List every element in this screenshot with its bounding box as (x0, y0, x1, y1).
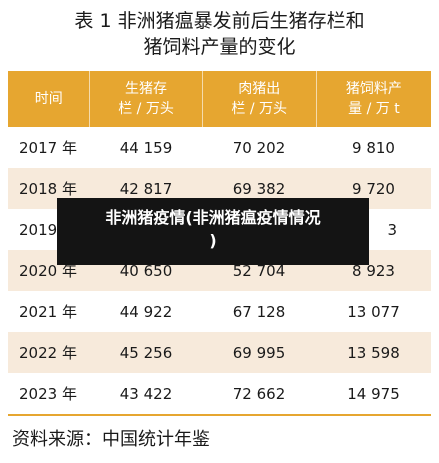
cell-hog-inventory: 43 422 (119, 384, 173, 403)
table-row: 2021 年 44 922 67 128 13 077 (8, 291, 431, 332)
cell-year: 2022 年 (19, 344, 77, 362)
header-time: 时间 (8, 71, 89, 127)
cell-hog-inventory: 45 256 (119, 343, 173, 362)
cell-year: 2019 (19, 220, 58, 239)
cell-feed-output: 8 923 (352, 261, 395, 280)
cell-feed-output: 13 077 (347, 302, 400, 321)
cell-hog-inventory: 44 922 (119, 302, 173, 321)
header-hog-inventory-line-2: 栏 / 万头 (118, 101, 174, 117)
table-bottom-rule (8, 414, 431, 416)
table-row: 2017 年 44 159 70 202 9 810 (8, 127, 431, 168)
cell-slaughter: 69 382 (232, 179, 286, 198)
header-slaughter-line-2: 栏 / 万头 (231, 101, 288, 117)
cell-year: 2023 年 (19, 385, 77, 403)
cell-slaughter: 70 202 (232, 138, 286, 157)
cell-feed-output: 14 975 (347, 384, 400, 403)
cell-year: 2021 年 (19, 303, 77, 321)
cell-slaughter: 72 662 (232, 384, 286, 403)
header-time-label: 时间 (34, 91, 63, 107)
cell-feed-output: 3 (387, 220, 397, 239)
header-feed-output: 猪饲料产 量 / 万 t (315, 71, 431, 127)
header-slaughter: 肉猪出 栏 / 万头 (201, 71, 316, 127)
table-row: 2023 年 43 422 72 662 14 975 (8, 373, 431, 414)
header-slaughter-line-1: 肉猪出 (238, 81, 281, 97)
header-feed-output-line-1: 猪饲料产 (345, 81, 402, 97)
source-note: 资料来源：中国统计年鉴 (12, 429, 210, 450)
caption-overlay-line-1: 非洲猪疫情(非洲猪瘟疫情情况 (105, 208, 321, 227)
table-title-line-2: 猪饲料产量的变化 (143, 36, 296, 58)
cell-year: 2020 年 (19, 262, 77, 280)
cell-hog-inventory: 40 650 (119, 261, 173, 280)
cell-year: 2018 年 (19, 180, 77, 198)
table-row: 2022 年 45 256 69 995 13 598 (8, 332, 431, 373)
table-header: 时间 生猪存 栏 / 万头 肉猪出 栏 / 万头 猪饲料产 量 / 万 t (8, 71, 431, 127)
cell-slaughter: 52 704 (232, 261, 286, 280)
cell-feed-output: 13 598 (347, 343, 400, 362)
cell-hog-inventory: 44 159 (119, 138, 173, 157)
table-title-line-1: 表 1 非洲猪瘟暴发前后生猪存栏和 (74, 10, 365, 32)
cell-feed-output: 9 810 (352, 138, 395, 157)
cell-slaughter: 67 128 (232, 302, 286, 321)
cell-hog-inventory: 42 817 (119, 179, 173, 198)
cell-year: 2017 年 (19, 139, 77, 157)
caption-overlay: 非洲猪疫情(非洲猪瘟疫情情况 ) (57, 198, 369, 265)
table-title: 表 1 非洲猪瘟暴发前后生猪存栏和 猪饲料产量的变化 (0, 8, 439, 60)
header-hog-inventory: 生猪存 栏 / 万头 (89, 71, 201, 127)
header-hog-inventory-line-1: 生猪存 (125, 81, 168, 97)
cell-slaughter: 69 995 (232, 343, 286, 362)
cell-feed-output: 9 720 (352, 179, 395, 198)
header-feed-output-line-2: 量 / 万 t (348, 101, 400, 117)
caption-overlay-line-2: ) (209, 231, 217, 250)
